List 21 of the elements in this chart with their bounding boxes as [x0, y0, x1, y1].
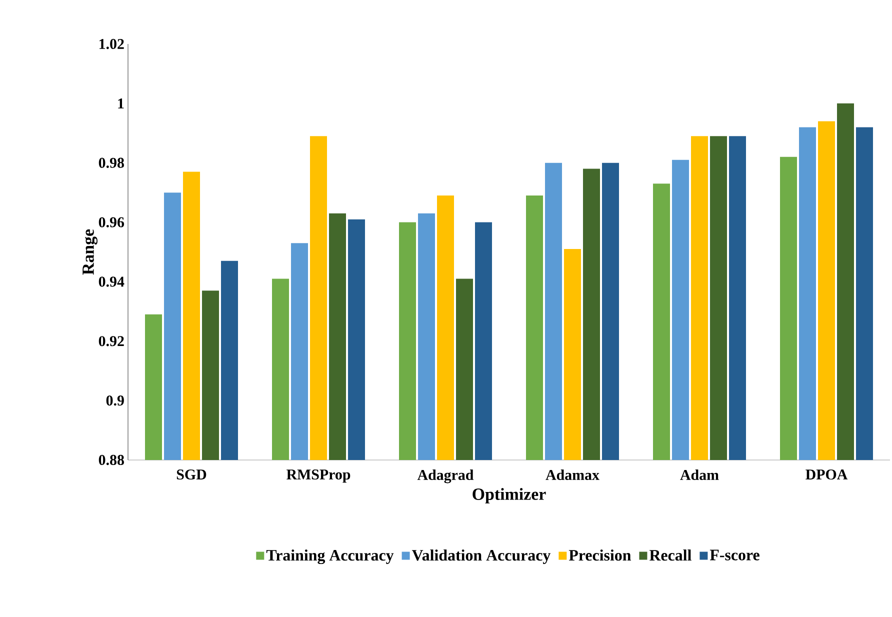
y-tick-label: 1	[118, 98, 124, 108]
y-tick-label: 0.92	[98, 336, 124, 346]
legend-label: Recall	[649, 549, 692, 561]
legend-label: F-score	[710, 550, 760, 560]
x-tick-label: DPOA	[806, 470, 848, 480]
y-tick-label: 0.96	[98, 217, 124, 228]
x-tick-label: SGD	[176, 470, 206, 480]
x-axis-title: Optimizer	[472, 488, 546, 504]
y-tick-label: 0.88	[98, 454, 124, 466]
y-tick-label: 0.98	[98, 158, 124, 168]
y-tick-label: 1.02	[100, 38, 124, 50]
legend-label: Precision	[568, 549, 632, 561]
x-tick-label: Adagrad	[417, 470, 474, 484]
y-tick-label: 0.9	[106, 396, 124, 406]
legend-label: Training Accuracy	[266, 549, 394, 564]
y-axis-title: Range	[82, 229, 98, 275]
x-tick-label: RMSProp	[286, 470, 350, 483]
legend-label: Validation Accuracy	[412, 549, 551, 564]
x-tick-label: Adamax	[546, 470, 600, 480]
x-tick-label: Adam	[680, 470, 719, 480]
y-tick-label: 0.94	[98, 276, 124, 287]
